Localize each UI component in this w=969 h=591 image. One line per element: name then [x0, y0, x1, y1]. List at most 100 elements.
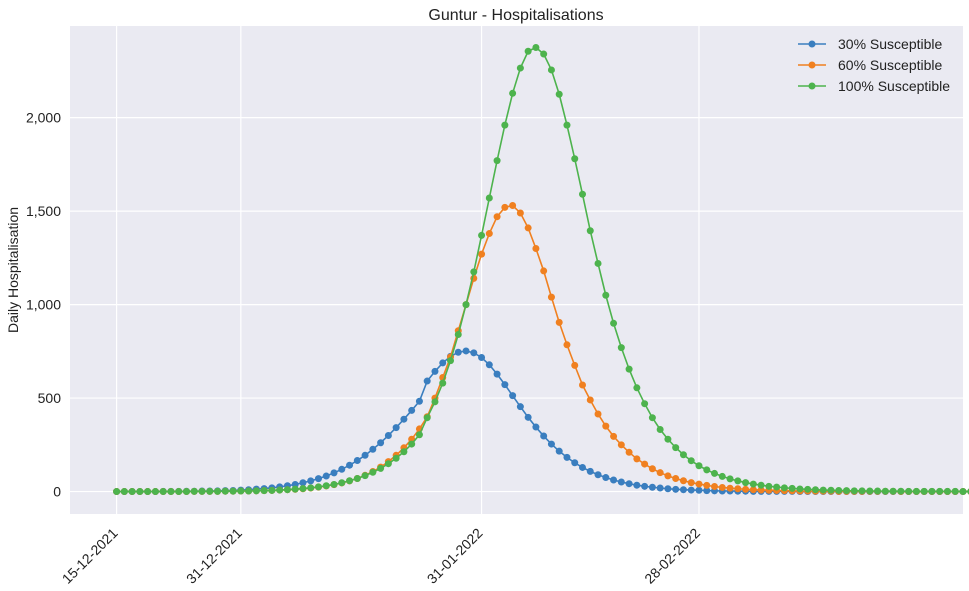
data-point — [726, 484, 734, 492]
data-point — [563, 453, 571, 461]
data-point — [245, 487, 253, 495]
data-point — [734, 477, 742, 485]
data-point — [796, 485, 804, 493]
data-point — [532, 423, 540, 431]
data-point — [470, 268, 478, 276]
data-point — [532, 245, 540, 252]
data-point — [516, 209, 524, 217]
data-point — [299, 485, 307, 493]
data-point — [633, 481, 641, 489]
data-point — [478, 231, 486, 239]
data-point — [594, 471, 602, 479]
y-tick-labels: 0 500 1,000 1,500 2,000 — [26, 110, 61, 500]
data-point — [423, 414, 431, 422]
data-point — [602, 474, 610, 482]
data-point — [392, 424, 400, 432]
data-point — [773, 483, 781, 491]
y-tick-label: 500 — [38, 390, 62, 406]
data-point — [338, 465, 346, 473]
data-point — [493, 213, 501, 221]
data-point — [858, 487, 866, 495]
data-point — [874, 487, 882, 495]
data-point — [928, 487, 936, 495]
data-point — [555, 447, 563, 455]
data-point — [128, 488, 136, 496]
data-point — [353, 474, 361, 482]
data-point — [633, 384, 641, 392]
y-tick-label: 2,000 — [26, 110, 61, 126]
x-gridlines — [115, 26, 700, 514]
y-tick-label: 1,500 — [26, 203, 61, 219]
legend-label: 60% Susceptible — [838, 57, 943, 73]
data-point — [780, 484, 788, 492]
data-point — [509, 201, 517, 209]
data-point — [136, 488, 144, 496]
data-point — [625, 448, 633, 456]
data-point — [866, 487, 874, 495]
y-axis-label: Daily Hospitalisation — [5, 207, 21, 333]
data-point — [346, 477, 354, 485]
data-point — [182, 488, 190, 496]
legend-entry: 60% Susceptible — [798, 57, 943, 73]
data-point — [664, 485, 672, 493]
data-point — [679, 451, 687, 459]
data-point — [392, 454, 400, 462]
data-point — [602, 422, 610, 430]
data-point — [330, 469, 338, 477]
data-point — [314, 475, 322, 483]
plot-area — [70, 26, 963, 514]
data-point — [889, 487, 897, 495]
data-point — [159, 488, 167, 496]
data-point — [703, 466, 711, 474]
data-point — [679, 477, 687, 485]
data-point — [703, 487, 711, 495]
data-point — [695, 480, 703, 488]
data-point — [648, 414, 656, 422]
data-point — [757, 481, 765, 489]
data-point — [206, 487, 214, 495]
data-point — [400, 448, 408, 456]
data-point — [920, 487, 928, 495]
data-point — [687, 486, 695, 494]
data-point — [586, 396, 594, 404]
data-point — [617, 344, 625, 352]
data-point — [485, 230, 493, 238]
data-point — [726, 475, 734, 483]
data-point — [711, 483, 719, 491]
data-point — [571, 361, 579, 369]
data-point — [711, 469, 719, 477]
data-point — [299, 479, 307, 487]
data-point — [850, 487, 858, 495]
data-point — [322, 482, 330, 490]
data-point — [547, 293, 555, 301]
data-point — [602, 291, 610, 299]
data-point — [695, 462, 703, 470]
data-point — [214, 487, 222, 495]
data-point — [175, 488, 183, 496]
data-point — [516, 403, 524, 411]
data-point — [594, 259, 602, 267]
legend-entry: 100% Susceptible — [798, 78, 950, 94]
data-point — [656, 425, 664, 433]
data-point — [819, 486, 827, 494]
series-layer — [113, 44, 969, 496]
data-point — [113, 488, 121, 496]
data-point — [330, 480, 338, 488]
legend: 30% Susceptible 60% Susceptible 100% Susce… — [798, 36, 950, 94]
data-point — [586, 227, 594, 235]
data-point — [757, 486, 765, 494]
data-point — [190, 487, 198, 495]
legend-marker — [808, 82, 816, 90]
data-point — [664, 435, 672, 443]
x-tick-label: 15-12-2021 — [59, 525, 121, 587]
data-point — [679, 486, 687, 494]
data-point — [687, 457, 695, 465]
data-point — [579, 463, 586, 471]
data-point — [485, 194, 493, 202]
data-point — [361, 451, 369, 459]
data-point — [718, 483, 726, 491]
data-point — [625, 365, 633, 373]
data-point — [431, 367, 439, 375]
x-tick-label: 31-01-2022 — [424, 525, 486, 587]
data-point — [563, 121, 571, 129]
